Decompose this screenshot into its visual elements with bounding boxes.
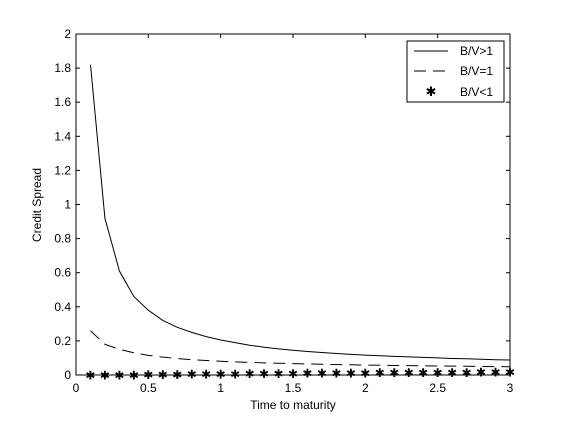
legend-label: B/V>1	[460, 44, 493, 58]
x-tick-label: 1.5	[285, 381, 302, 395]
data-point-star: ✱	[245, 367, 255, 381]
data-point-star: ✱	[476, 366, 486, 380]
y-tick-label: 0.2	[54, 334, 71, 348]
y-tick-label: 0.8	[54, 232, 71, 246]
legend-label: B/V=1	[460, 64, 493, 78]
data-point-star: ✱	[462, 366, 472, 380]
x-tick-label: 0.5	[140, 381, 157, 395]
data-point-star: ✱	[259, 367, 269, 381]
series-line-solid	[90, 64, 511, 361]
data-point-star: ✱	[404, 366, 414, 380]
x-axis: 0 0.5 1 1.5 2 2.5 3	[73, 34, 514, 395]
x-tick-label: 2	[362, 381, 369, 395]
legend: B/V>1 B/V=1 ✱ B/V<1	[406, 40, 505, 103]
data-point-star: ✱	[389, 366, 399, 380]
y-tick-label: 0.6	[54, 266, 71, 280]
y-tick-label: 0	[64, 368, 71, 382]
y-axis-label: Credit Spread	[30, 168, 44, 242]
y-tick-label: 1.4	[54, 129, 71, 143]
y-tick-label: 0.4	[54, 300, 71, 314]
data-point-star: ✱	[274, 367, 284, 381]
data-point-star: ✱	[317, 366, 327, 380]
y-tick-label: 2	[64, 27, 71, 41]
data-point-star: ✱	[418, 366, 428, 380]
y-tick-label: 1.8	[54, 61, 71, 75]
y-tick-label: 1.2	[54, 163, 71, 177]
series-line-dashed	[90, 330, 511, 368]
legend-label: B/V<1	[460, 85, 493, 99]
x-tick-label: 0	[73, 381, 80, 395]
data-point-star: ✱	[447, 366, 457, 380]
data-point-star: ✱	[201, 367, 211, 381]
x-axis-label: Time to maturity	[250, 398, 336, 412]
data-point-star: ✱	[491, 366, 501, 380]
data-point-star: ✱	[302, 367, 312, 381]
y-tick-label: 1	[64, 198, 71, 212]
y-axis: 0 0.2 0.4 0.6 0.8 1 1.2 1.4 1.6 1.8 2	[54, 27, 510, 382]
data-point-star: ✱	[346, 366, 356, 380]
x-tick-label: 2.5	[429, 381, 446, 395]
x-tick-label: 3	[507, 381, 514, 395]
legend-swatch-star: ✱	[426, 84, 437, 99]
x-tick-label: 1	[217, 381, 224, 395]
data-point-star: ✱	[375, 366, 385, 380]
data-point-star: ✱	[331, 366, 341, 380]
data-point-star: ✱	[230, 367, 240, 381]
y-tick-label: 1.6	[54, 95, 71, 109]
